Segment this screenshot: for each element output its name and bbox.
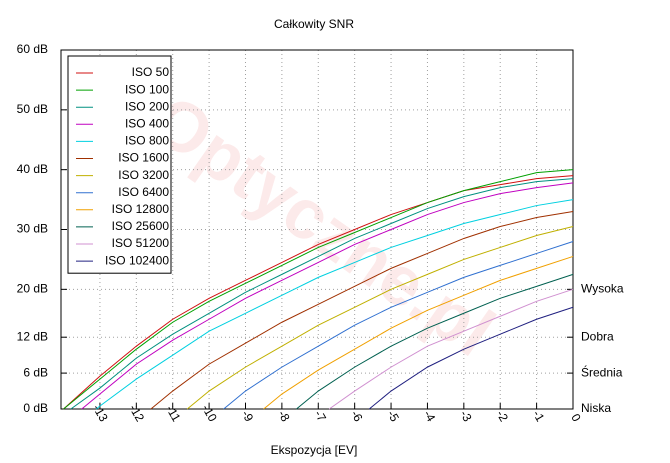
y2-tick-label: Niska: [581, 401, 611, 415]
series-line: [368, 306, 574, 410]
y-tick-label: 60 dB: [17, 42, 48, 56]
series-line: [223, 240, 574, 410]
series-line: [296, 273, 574, 410]
legend-label: ISO 800: [125, 134, 169, 148]
y-tick-label: 50 dB: [17, 102, 48, 116]
x-tick-label: -4: [421, 408, 439, 425]
y-tick-label: 40 dB: [17, 162, 48, 176]
series-line: [63, 169, 574, 410]
x-tick-label: -12: [126, 402, 147, 424]
legend-label: ISO 100: [125, 82, 169, 96]
plot-frame: [60, 49, 574, 410]
series-line: [70, 178, 574, 410]
legend-label: ISO 1600: [118, 151, 169, 165]
series-line: [63, 175, 574, 410]
series-line: [150, 211, 574, 410]
watermark: Optyczne.pl: [138, 80, 508, 371]
y-tick-label: 6 dB: [23, 365, 48, 379]
x-tick-label: -2: [494, 408, 512, 425]
x-tick-label: -1: [530, 408, 548, 425]
y2-tick-label: Średnia: [581, 364, 623, 379]
legend-label: ISO 25600: [112, 219, 170, 233]
x-tick-label: 0: [568, 411, 584, 424]
x-tick-label: -9: [239, 408, 257, 425]
y2-tick-label: Dobra: [581, 329, 614, 343]
legend-label: ISO 6400: [118, 185, 169, 199]
legend-label: ISO 51200: [112, 236, 170, 250]
x-tick-label: -6: [348, 408, 366, 425]
x-axis-label: Ekspozycja [EV]: [271, 443, 358, 457]
series-line: [328, 288, 574, 410]
x-tick-label: -5: [384, 408, 402, 425]
chart-title: Całkowity SNR: [274, 17, 354, 31]
y-tick-label: 12 dB: [17, 329, 48, 343]
legend-box: [67, 55, 172, 274]
legend-label: ISO 3200: [118, 168, 169, 182]
series-line: [81, 182, 574, 410]
y2-tick-label: Wysoka: [581, 282, 624, 296]
x-tick-label: -7: [312, 408, 330, 425]
x-tick-label: -8: [275, 408, 293, 425]
legend-label: ISO 50: [132, 65, 170, 79]
x-tick-label: -10: [199, 402, 220, 424]
y-tick-label: 20 dB: [17, 282, 48, 296]
legend-label: ISO 12800: [112, 202, 170, 216]
y-tick-label: 0 dB: [23, 401, 48, 415]
x-tick-label: -11: [163, 403, 184, 425]
x-tick-label: -3: [457, 408, 475, 425]
legend-label: ISO 200: [125, 99, 169, 113]
y-tick-label: 30 dB: [17, 222, 48, 236]
legend-label: ISO 400: [125, 116, 169, 130]
legend-label: ISO 102400: [105, 253, 169, 267]
series-line: [263, 255, 574, 410]
series-line: [186, 226, 574, 410]
series-line: [95, 199, 574, 410]
